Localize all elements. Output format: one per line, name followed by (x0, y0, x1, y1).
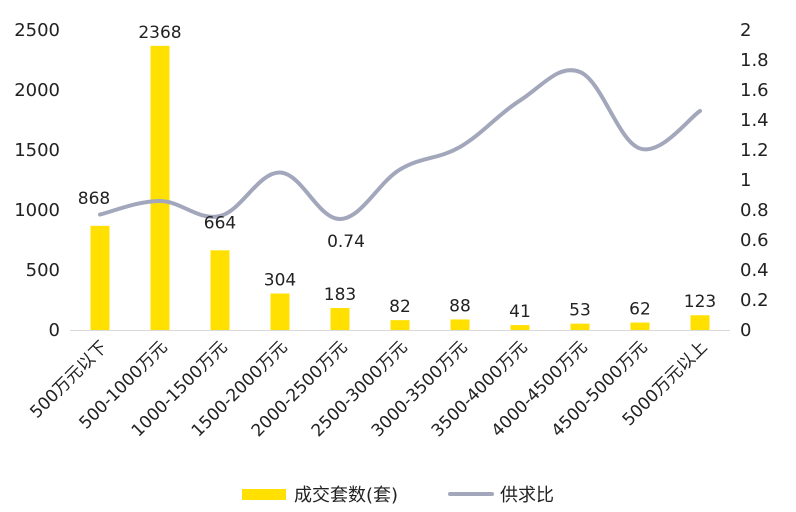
left-axis-tick-label: 1500 (14, 140, 60, 161)
bar-data-label: 62 (629, 300, 651, 320)
legend-bar-label: 成交套数(套) (294, 485, 398, 506)
data-labels: 868 2368 664 304 183 82 88 41 53 62 123 0.74 (78, 23, 716, 322)
left-axis-tick-label: 1000 (14, 200, 60, 221)
right-axis-tick-label: 1 (740, 170, 751, 191)
supply-demand-line (98, 68, 702, 222)
legend: 成交套数(套) 供求比 (242, 485, 554, 506)
bar-data-label: 41 (509, 302, 531, 322)
bar-data-label: 183 (324, 285, 356, 305)
line-data-label: 0.74 (327, 232, 365, 252)
right-axis-tick-label: 0.4 (740, 260, 769, 281)
bar-data-label: 304 (264, 271, 296, 291)
bar-data-label: 2368 (138, 23, 181, 43)
right-axis-tick-label: 1.8 (740, 50, 769, 71)
bar-data-label: 53 (569, 301, 591, 321)
bar (510, 325, 530, 330)
right-axis-tick-label: 0 (740, 320, 751, 341)
bar (450, 319, 470, 330)
bar (570, 323, 590, 330)
bar (390, 320, 410, 330)
legend-bar-swatch (242, 489, 286, 500)
bar-data-label: 82 (389, 297, 411, 317)
right-axis-tick-label: 1.2 (740, 140, 769, 161)
right-axis-tick-label: 0.6 (740, 230, 769, 251)
left-axis-tick-label: 2000 (14, 80, 60, 101)
left-axis-tick-label: 500 (26, 260, 60, 281)
legend-line-label: 供求比 (500, 485, 554, 506)
bar (630, 322, 650, 330)
right-axis: 0 0.2 0.4 0.6 0.8 1 1.2 1.4 1.6 1.8 2 (740, 20, 769, 341)
left-axis: 0 500 1000 1500 2000 2500 (14, 20, 60, 341)
bar (150, 45, 170, 331)
right-axis-tick-label: 0.8 (740, 200, 769, 221)
left-axis-tick-label: 2500 (14, 20, 60, 41)
right-axis-tick-label: 0.2 (740, 290, 769, 311)
bar-data-label: 88 (449, 296, 471, 316)
bar-series (90, 45, 710, 331)
bar (690, 315, 710, 330)
left-axis-tick-label: 0 (49, 320, 60, 341)
right-axis-tick-label: 1.4 (740, 110, 769, 131)
bar-data-label: 868 (78, 189, 110, 209)
bar-data-label: 123 (684, 292, 716, 312)
bar-data-label: 664 (204, 213, 236, 233)
bar (90, 225, 110, 330)
bar (270, 293, 290, 330)
bar (330, 308, 350, 330)
right-axis-tick-label: 1.6 (740, 80, 769, 101)
line-series (98, 68, 702, 222)
right-axis-tick-label: 2 (740, 20, 751, 41)
category-axis: 500万元以下500-1000万元1000-1500万元1500-2000万元2… (26, 337, 711, 441)
bar (210, 250, 230, 330)
